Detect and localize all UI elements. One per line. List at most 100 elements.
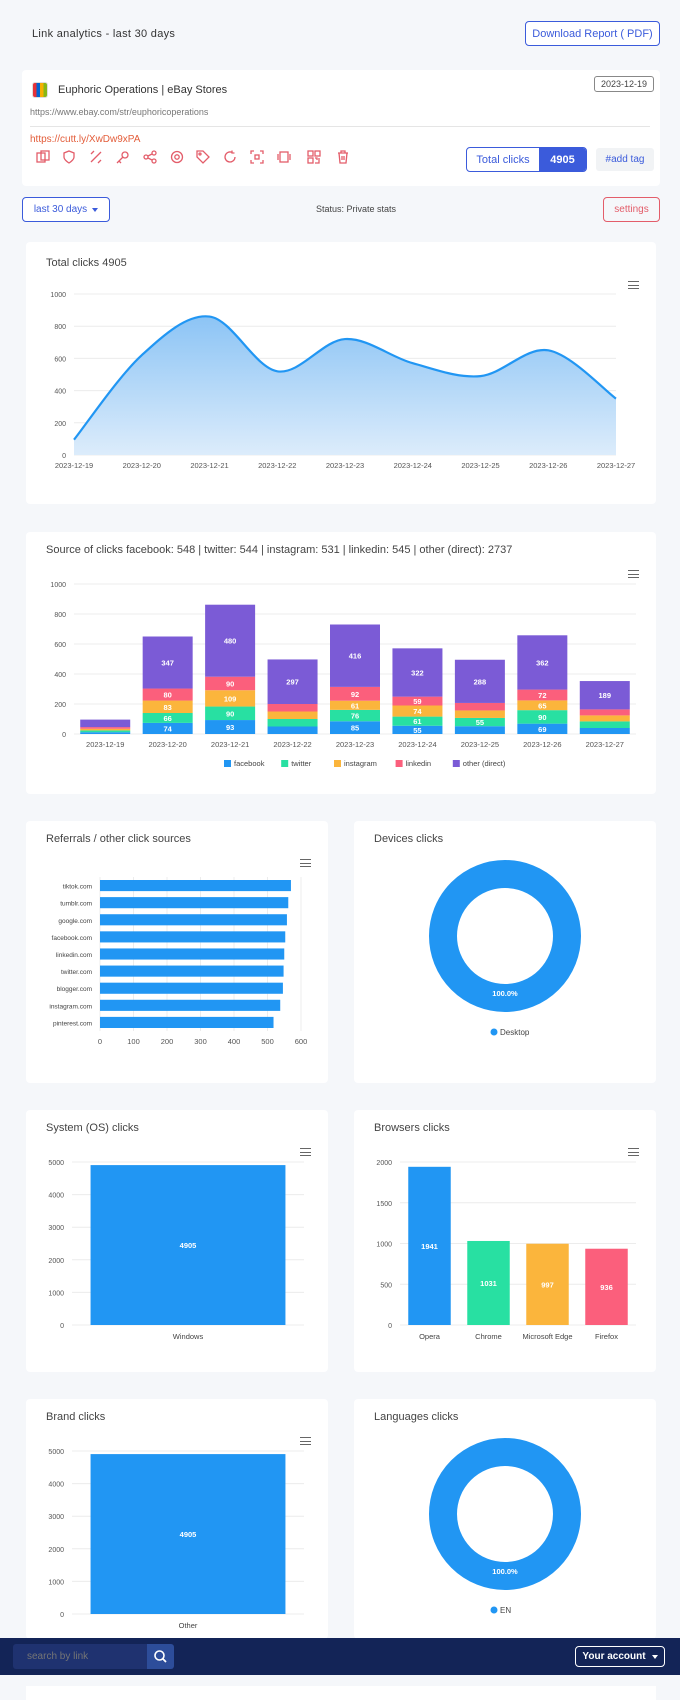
- x-tick-label: 500: [261, 1037, 274, 1046]
- y-tick-label: google.com: [58, 918, 92, 925]
- search-button[interactable]: [147, 1644, 174, 1669]
- chart-menu-icon[interactable]: [628, 570, 639, 578]
- y-tick-label: 0: [62, 732, 66, 739]
- legend-label: other (direct): [463, 759, 506, 768]
- browsers-card: Browsers clicks 0 500 1000 1500 2000 1941 Oper…: [354, 1110, 656, 1372]
- bar-segment: [80, 732, 131, 734]
- frame-icon[interactable]: [277, 150, 291, 164]
- bar-segment: [579, 721, 630, 728]
- data-label: 4905: [180, 1530, 197, 1539]
- data-label: 74: [413, 707, 422, 716]
- data-label: 74: [163, 724, 172, 733]
- refresh-icon[interactable]: [223, 150, 237, 164]
- caret-down-icon: [92, 207, 99, 212]
- data-label: 297: [286, 678, 299, 687]
- y-tick-label: 3000: [48, 1514, 64, 1521]
- x-tick-label: 100: [127, 1037, 140, 1046]
- referrals-card: Referrals / other click sources 0 100 200 3…: [26, 821, 328, 1083]
- x-tick-label: 300: [194, 1037, 207, 1046]
- chart-title: Source of clicks facebook: 548 | twitter…: [46, 544, 513, 556]
- short-link[interactable]: https://cutt.ly/XwDw9xPA: [30, 134, 141, 145]
- settings-button[interactable]: settings: [603, 197, 660, 222]
- bar-segment: [142, 700, 193, 713]
- x-tick-label: 600: [295, 1037, 308, 1046]
- account-label: Your account: [582, 1651, 646, 1662]
- eye-icon[interactable]: [170, 150, 184, 164]
- trash-icon[interactable]: [336, 150, 350, 164]
- x-tick-label: 2023-12-19: [55, 461, 93, 470]
- bar: [100, 982, 283, 994]
- data-label: 416: [349, 652, 362, 661]
- bar-segment: [330, 686, 380, 701]
- qr-scan-icon[interactable]: [250, 150, 264, 164]
- y-tick-label: 1000: [48, 1579, 64, 1586]
- tag-icon[interactable]: [196, 150, 210, 164]
- y-tick-label: 0: [388, 1323, 392, 1330]
- y-tick-label: 3000: [48, 1225, 64, 1232]
- x-tick-label: 2023-12-26: [523, 740, 561, 749]
- page-title: Link analytics - last 30 days: [32, 28, 176, 40]
- y-tick-label: 0: [62, 453, 66, 460]
- bar: [100, 965, 284, 977]
- bar-segment: [205, 604, 256, 677]
- key-icon[interactable]: [116, 150, 130, 164]
- bar-segment: [142, 636, 193, 689]
- y-tick-label: twitter.com: [61, 969, 92, 976]
- bar-segment: [517, 700, 568, 711]
- share-icon[interactable]: [143, 150, 157, 164]
- qr-code-icon[interactable]: [307, 150, 321, 164]
- link-long-url[interactable]: https://www.ebay.com/str/euphoricoperati…: [30, 107, 209, 117]
- legend-label: linkedin: [406, 759, 431, 768]
- bar: [100, 999, 281, 1011]
- y-tick-label: tumblr.com: [60, 901, 92, 908]
- search-input[interactable]: [13, 1644, 147, 1669]
- chart-menu-icon[interactable]: [300, 1437, 311, 1445]
- bar-segment: [579, 715, 630, 722]
- chart-menu-icon[interactable]: [300, 859, 311, 867]
- bar-segment: [454, 726, 505, 734]
- data-label: 997: [541, 1280, 554, 1289]
- copy-icon[interactable]: [36, 150, 50, 164]
- os-chart: 0 1000 2000 3000 4000 5000 4905 Windows: [48, 1160, 304, 1341]
- chart-menu-icon[interactable]: [300, 1148, 311, 1156]
- y-tick-label: instagram.com: [49, 1003, 92, 1010]
- y-tick-label: 2000: [376, 1160, 392, 1167]
- x-tick-label: 2023-12-27: [597, 461, 635, 470]
- chart-menu-icon[interactable]: [628, 281, 639, 289]
- link-edit-icon[interactable]: [89, 150, 103, 164]
- shield-icon[interactable]: [62, 150, 76, 164]
- bar-segment: [330, 700, 380, 710]
- data-label: 83: [163, 703, 171, 712]
- chart-menu-icon[interactable]: [628, 1148, 639, 1156]
- bar: [585, 1248, 628, 1325]
- data-label: 4905: [180, 1241, 197, 1250]
- bar-segment: [517, 635, 568, 690]
- bar-segment: [267, 704, 318, 712]
- legend-swatch: [281, 760, 289, 767]
- bar-segment: [267, 719, 318, 727]
- account-dropdown[interactable]: Your account: [575, 1646, 665, 1667]
- total-clicks-chart: 0 200 400 600 800 1000 2023-12-19 2023-12-20 202…: [50, 292, 635, 470]
- y-tick-label: 400: [54, 389, 66, 396]
- y-tick-label: 2000: [48, 1547, 64, 1554]
- chart-title: Languages clicks: [374, 1411, 459, 1423]
- bar-segment: [454, 702, 505, 711]
- x-tick-label: 2023-12-19: [86, 740, 124, 749]
- data-label: 322: [411, 669, 424, 678]
- bar: [408, 1166, 451, 1325]
- download-report-button[interactable]: Download Report ( PDF): [525, 21, 660, 46]
- x-tick-label: Firefox: [595, 1332, 618, 1341]
- bar-segment: [454, 710, 505, 718]
- x-tick-label: 2023-12-22: [258, 461, 296, 470]
- y-tick-label: pinterest.com: [53, 1020, 92, 1027]
- data-label: 80: [163, 691, 171, 700]
- period-dropdown[interactable]: last 30 days: [22, 197, 110, 222]
- bar-segment: [330, 721, 380, 734]
- link-name: Euphoric Operations | eBay Stores: [58, 84, 228, 96]
- bar: [100, 948, 285, 960]
- add-tag-button[interactable]: #add tag: [596, 148, 654, 171]
- chart-title: Brand clicks: [46, 1411, 106, 1423]
- data-label: 66: [163, 714, 171, 723]
- referrals-chart: 0 100 200 300 400 500 600 tiktok.com tumblr.com g…: [49, 877, 308, 1046]
- bar-segment: [517, 689, 568, 701]
